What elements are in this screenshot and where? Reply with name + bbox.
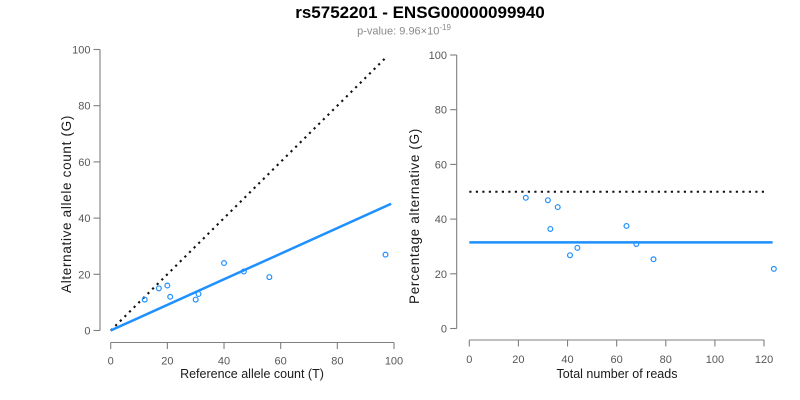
page-title: rs5752201 - ENSG00000099940	[295, 3, 545, 22]
y-tick-label: 20	[435, 269, 447, 281]
right-scatter-plot: 0 20 40 60 80 100 0 20 40 60 80 100 120	[429, 50, 777, 366]
data-point	[566, 252, 573, 259]
y-tick-label: 100	[429, 50, 447, 62]
data-point	[266, 274, 273, 281]
x-tick-label: 0	[108, 356, 114, 368]
y-tick-label: 60	[78, 157, 90, 169]
x-tick-label: 80	[660, 354, 672, 366]
p-value-subtitle: p-value: 9.96×10-19	[8, 23, 800, 38]
x-tick-label: 0	[466, 354, 472, 366]
data-point	[650, 256, 657, 263]
left-scatter-plot: 0 20 40 60 80 100 0 20 40 60 80 100	[72, 45, 403, 368]
y-tick-label: 40	[78, 213, 90, 225]
x-tick-label: 60	[611, 354, 623, 366]
data-point	[574, 244, 581, 251]
y-tick-label: 80	[435, 105, 447, 117]
x-tick-label: 20	[512, 354, 524, 366]
y-tick-label: 100	[72, 45, 90, 57]
data-point	[623, 222, 630, 229]
y-tick-label: 80	[78, 101, 90, 113]
x-tick-label: 40	[218, 356, 230, 368]
p-value-exponent: -19	[439, 23, 451, 32]
x-tick-label: 100	[385, 356, 403, 368]
y-tick-label: 60	[435, 159, 447, 171]
left-yaxis-title: Alternative allele count (G)	[59, 115, 74, 293]
data-point	[195, 290, 202, 297]
fit-line	[110, 202, 392, 332]
y-tick-label: 0	[84, 326, 90, 338]
y-tick-label: 0	[441, 324, 447, 336]
data-point	[633, 240, 640, 247]
x-tick-label: 80	[331, 356, 343, 368]
data-point	[554, 204, 561, 211]
y-tick-label: 40	[435, 214, 447, 226]
data-point	[192, 296, 199, 303]
x-tick-label: 20	[161, 356, 173, 368]
right-xaxis-title: Total number of reads	[557, 367, 678, 381]
data-point	[141, 296, 148, 303]
left-xaxis-title: Reference allele count (T)	[180, 367, 324, 381]
identity-line	[109, 55, 388, 332]
x-tick-label: 120	[755, 354, 773, 366]
data-point	[155, 285, 162, 292]
data-point	[221, 260, 228, 267]
data-point	[164, 282, 171, 289]
p-value-text: p-value: 9.96×10	[357, 25, 440, 38]
data-point	[522, 194, 529, 201]
y-tick-label: 20	[78, 269, 90, 281]
data-point	[547, 225, 554, 232]
right-yaxis-title: Percentage alternative (G)	[407, 128, 422, 304]
x-tick-label: 60	[275, 356, 287, 368]
data-point	[240, 268, 247, 275]
data-point	[544, 197, 551, 204]
data-point	[770, 265, 777, 272]
data-point	[382, 251, 389, 258]
data-point	[167, 293, 174, 300]
x-tick-label: 100	[706, 354, 724, 366]
x-tick-label: 40	[561, 354, 573, 366]
